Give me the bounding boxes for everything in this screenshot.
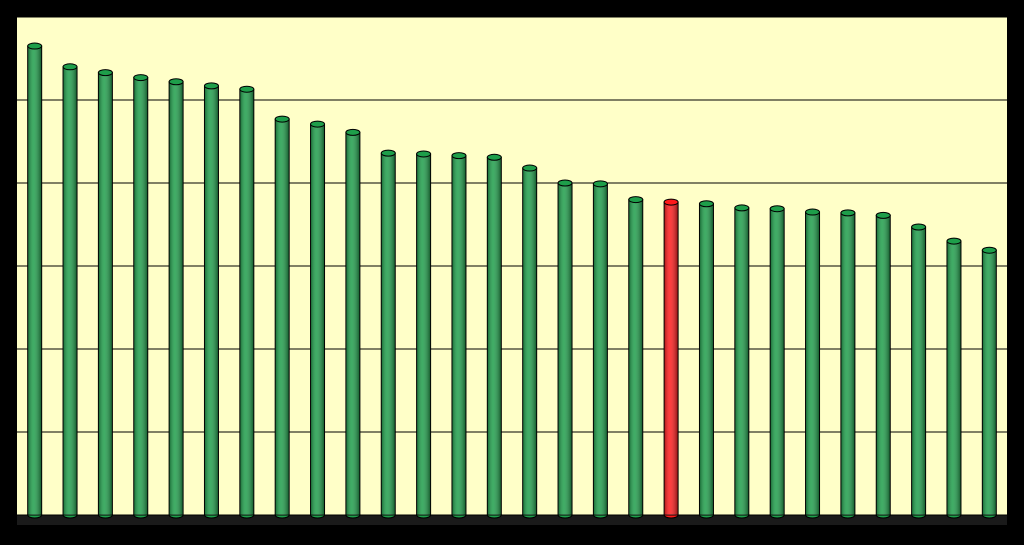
bar — [663, 198, 679, 519]
bar — [628, 196, 644, 519]
bar — [274, 115, 290, 519]
bar — [522, 164, 538, 519]
bar — [840, 209, 856, 519]
bar — [416, 150, 432, 519]
bar — [239, 85, 255, 519]
bar — [698, 200, 714, 519]
bar — [310, 120, 326, 519]
bar — [168, 78, 184, 519]
bar — [27, 42, 43, 519]
bar — [769, 205, 785, 519]
bar — [805, 208, 821, 519]
bar — [486, 153, 502, 519]
bar — [345, 128, 361, 519]
floor — [17, 515, 1007, 525]
bar — [451, 152, 467, 519]
bar — [97, 69, 113, 519]
bar — [981, 246, 997, 519]
bar — [592, 180, 608, 519]
bar — [946, 237, 962, 519]
bar — [380, 149, 396, 519]
bar — [875, 211, 891, 519]
plot-area — [17, 17, 1007, 525]
bar — [911, 223, 927, 519]
bar — [133, 74, 149, 519]
bar — [557, 179, 573, 519]
bar — [203, 82, 219, 519]
bar — [734, 204, 750, 519]
bar — [62, 63, 78, 519]
